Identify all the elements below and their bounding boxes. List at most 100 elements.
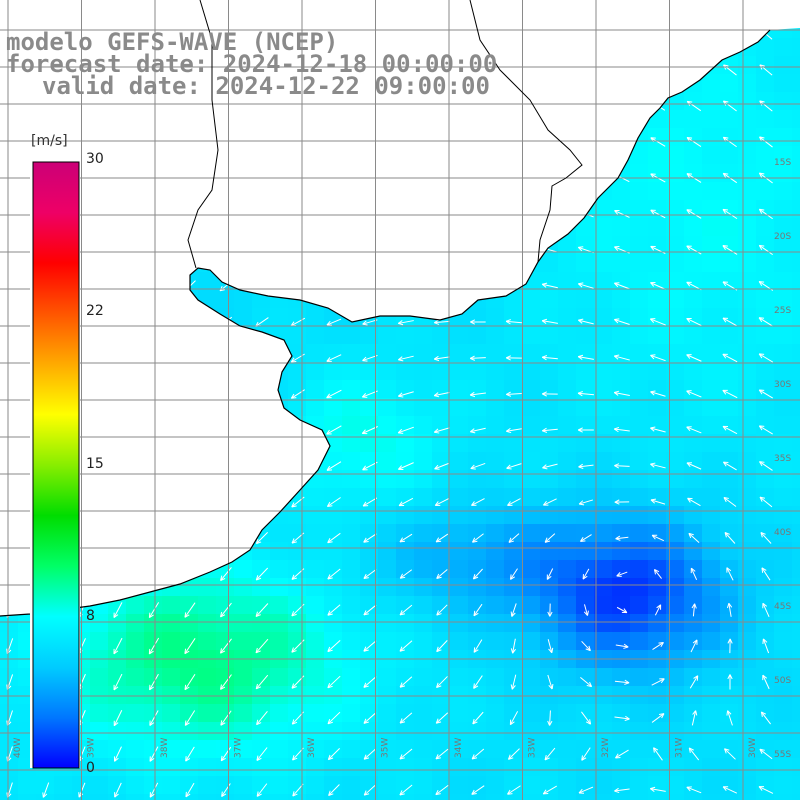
field-cell	[756, 164, 775, 183]
wind-arrow	[507, 498, 521, 506]
field-cell	[234, 758, 253, 777]
field-cell	[774, 326, 793, 345]
field-cell	[270, 794, 289, 800]
field-cell	[702, 398, 721, 417]
wind-arrow	[614, 282, 630, 290]
field-cell	[702, 200, 721, 219]
wind-arrow	[326, 103, 342, 110]
field-cell	[360, 740, 379, 759]
field-cell	[630, 434, 649, 453]
wind-arrow	[686, 245, 702, 255]
field-cell	[432, 794, 451, 800]
field-cell	[342, 398, 361, 417]
field-cell	[270, 722, 289, 741]
field-cell	[666, 308, 685, 327]
field-cell	[792, 272, 800, 291]
field-cell	[18, 794, 37, 800]
longitude-label: 38W	[160, 738, 170, 758]
wind-arrow	[651, 713, 665, 723]
field-cell	[270, 776, 289, 795]
field-cell	[702, 452, 721, 471]
field-cell	[684, 542, 703, 561]
wind-arrow	[546, 568, 554, 580]
field-cell	[666, 560, 685, 579]
field-cell	[774, 740, 793, 759]
wind-arrow	[686, 354, 702, 362]
field-cell	[756, 416, 775, 435]
field-cell	[342, 632, 361, 651]
field-cell	[792, 182, 800, 201]
field-cell	[738, 776, 757, 795]
wind-arrow	[722, 461, 737, 471]
wind-arrow	[616, 571, 628, 577]
wind-arrow	[149, 566, 159, 582]
field-cell	[666, 470, 685, 489]
wind-arrow	[112, 135, 124, 149]
field-cell	[648, 308, 667, 327]
field-cell	[666, 218, 685, 237]
field-cell	[378, 488, 397, 507]
field-cell	[432, 722, 451, 741]
field-cell	[306, 344, 325, 363]
wind-arrow	[581, 640, 591, 652]
field-cell	[288, 506, 307, 525]
field-cell	[450, 452, 469, 471]
field-cell	[306, 308, 325, 327]
wind-arrow	[254, 138, 270, 146]
field-cell	[648, 614, 667, 633]
field-cell	[432, 560, 451, 579]
field-cell	[324, 488, 343, 507]
field-cell	[558, 614, 577, 633]
field-cell	[450, 722, 469, 741]
wind-arrow	[362, 354, 378, 362]
wind-arrow	[722, 245, 738, 255]
field-cell	[774, 776, 793, 795]
field-cell	[108, 704, 127, 723]
title-model: modelo GEFS-WAVE (NCEP)	[6, 28, 339, 56]
field-cell	[702, 740, 721, 759]
longitude-label: 31W	[675, 738, 685, 758]
field-cell	[648, 218, 667, 237]
field-cell	[738, 218, 757, 237]
wind-arrow	[688, 532, 700, 544]
wind-arrow	[508, 533, 520, 543]
wind-arrow	[184, 459, 196, 473]
field-cell	[576, 326, 595, 345]
wind-arrow	[41, 135, 51, 150]
field-cell	[0, 704, 19, 723]
longitude-labels: 40W 39W 38W 37W 36W 35W 34W 33W 32W 31W 30W	[13, 738, 758, 758]
field-cell	[522, 776, 541, 795]
field-cell	[738, 416, 757, 435]
field-cell	[486, 434, 505, 453]
field-cell	[576, 380, 595, 399]
wind-arrow	[758, 425, 773, 435]
field-cell	[108, 686, 127, 705]
field-cell	[774, 578, 793, 597]
field-cell	[702, 236, 721, 255]
field-cell	[738, 596, 757, 615]
field-cell	[720, 668, 739, 687]
wind-arrow	[541, 282, 558, 289]
field-cell	[558, 290, 577, 309]
wind-arrow	[41, 99, 51, 113]
field-cell	[216, 596, 235, 615]
field-cell	[558, 254, 577, 273]
field-cell	[396, 398, 415, 417]
field-cell	[612, 758, 631, 777]
wind-arrow	[363, 640, 377, 652]
field-cell	[378, 326, 397, 345]
field-cell	[756, 236, 775, 255]
wind-arrow	[399, 712, 413, 724]
field-cell	[666, 110, 685, 129]
field-cell	[540, 290, 559, 309]
field-cell	[630, 704, 649, 723]
field-cell	[792, 146, 800, 165]
field-cell	[540, 794, 559, 800]
field-cell	[648, 506, 667, 525]
field-cell	[702, 326, 721, 345]
wind-arrow	[220, 674, 232, 690]
field-cell	[468, 704, 487, 723]
field-cell	[108, 740, 127, 759]
wind-arrow	[722, 425, 738, 435]
